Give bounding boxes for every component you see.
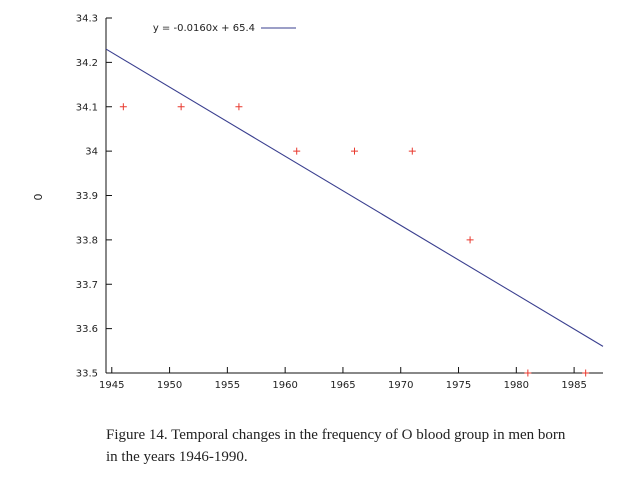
caption-line-2: in the years 1946-1990. <box>106 449 248 465</box>
legend: y = -0.0160x + 65.4 <box>153 23 296 34</box>
data-point <box>293 147 301 155</box>
data-point <box>524 369 532 377</box>
data-point <box>408 147 416 155</box>
x-tick-label: 1945 <box>99 380 124 391</box>
x-tick-label: 1960 <box>272 380 297 391</box>
y-tick-label: 33.5 <box>76 369 98 380</box>
data-point <box>235 103 243 111</box>
x-tick-label: 1965 <box>330 380 355 391</box>
y-tick-label: 34.3 <box>76 14 98 25</box>
data-points <box>119 103 590 377</box>
y-tick-label: 33.9 <box>76 191 98 202</box>
data-point <box>119 103 127 111</box>
y-tick-label: 33.8 <box>76 235 98 246</box>
x-tick-label: 1950 <box>157 380 182 391</box>
legend-label: y = -0.0160x + 65.4 <box>153 23 255 34</box>
y-tick-label: 34.2 <box>76 58 98 69</box>
x-tick-label: 1975 <box>446 380 471 391</box>
fit-line <box>105 48 604 347</box>
x-tick-label: 1980 <box>504 380 529 391</box>
x-tick-label: 1955 <box>215 380 240 391</box>
axes: 33.5 33.6 33.7 33.8 33.9 34 34.1 34.2 34.3 1945 19… <box>76 14 603 391</box>
y-tick-label: 34 <box>85 147 98 158</box>
y-tick-label: 33.6 <box>76 324 98 335</box>
y-tick-label: 33.7 <box>76 280 98 291</box>
y-axis-label: 0 <box>32 194 45 201</box>
caption-line-1: Figure 14. Temporal changes in the frequ… <box>106 427 566 443</box>
figure-caption: Figure 14. Temporal changes in the frequ… <box>106 424 606 468</box>
data-point <box>177 103 185 111</box>
x-tick-label: 1985 <box>561 380 586 391</box>
data-point <box>582 369 590 377</box>
fit-line-group <box>105 48 604 347</box>
scatter-chart: 33.5 33.6 33.7 33.8 33.9 34 34.1 34.2 34.3 1945 19… <box>32 14 604 391</box>
y-tick-label: 34.1 <box>76 102 98 113</box>
x-tick-label: 1970 <box>388 380 413 391</box>
data-point <box>351 147 358 155</box>
data-point <box>466 236 474 244</box>
